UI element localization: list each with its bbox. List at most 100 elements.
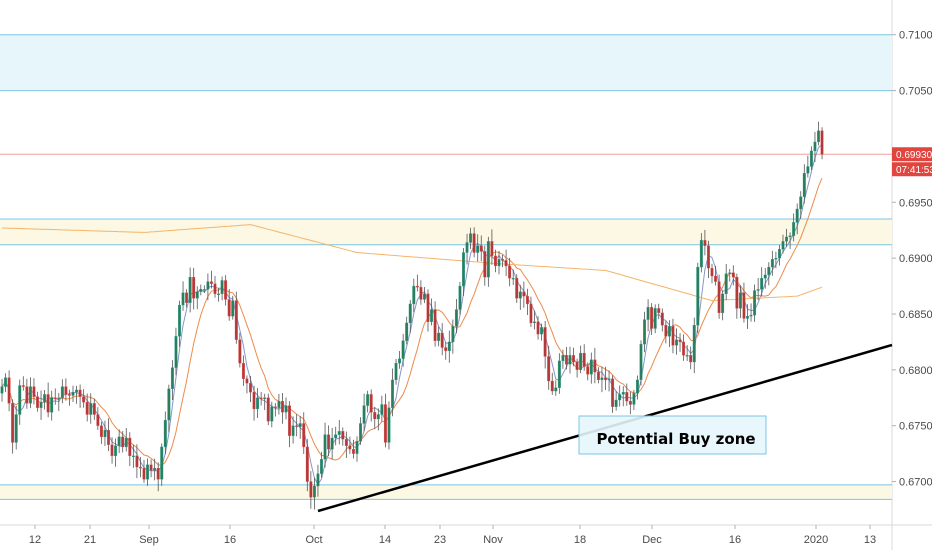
candle-body: [156, 467, 160, 480]
candle-body: [568, 355, 572, 365]
candle-body: [18, 385, 22, 415]
candle-body: [107, 430, 110, 445]
candlesticks: [0, 121, 824, 510]
candle-body: [422, 293, 426, 300]
candle-body: [437, 332, 441, 341]
candle-body: [288, 405, 291, 436]
candle-body: [206, 281, 210, 290]
candle-body: [632, 393, 636, 405]
candle-body: [405, 322, 409, 341]
candle-body: [792, 222, 796, 236]
candle-body: [224, 280, 228, 300]
candle-body: [515, 278, 519, 299]
candle-body: [71, 392, 75, 396]
candle-body: [11, 403, 15, 443]
candle-body: [802, 173, 806, 197]
candle-body: [753, 290, 757, 316]
candle-body: [522, 291, 526, 297]
candle-body: [675, 339, 678, 346]
candle-body: [682, 341, 686, 356]
candle-body: [689, 355, 693, 363]
candle-body: [380, 404, 384, 415]
candle-body: [341, 431, 345, 440]
candle-body: [89, 403, 93, 415]
candle-body: [600, 377, 604, 381]
candle-body: [543, 327, 547, 357]
last-price-label: 0.69930: [896, 150, 932, 161]
candle-body: [14, 414, 18, 443]
candle-body: [462, 252, 465, 287]
candle-body: [806, 166, 810, 174]
candle-body: [209, 281, 213, 284]
candle-body: [217, 293, 220, 296]
candle-body: [639, 343, 643, 381]
candle-body: [43, 394, 47, 403]
candle-body: [394, 362, 398, 381]
time-tick-label: 13: [864, 534, 876, 546]
candle-body: [298, 423, 302, 427]
candle-body: [731, 272, 735, 278]
candle-body: [646, 307, 650, 320]
candle-body: [234, 300, 238, 340]
candle-body: [479, 245, 483, 252]
candle-body: [355, 441, 359, 454]
candle-body: [142, 467, 146, 480]
candle-body: [767, 266, 771, 276]
candle-body: [458, 285, 462, 310]
candle-body: [316, 473, 320, 487]
buy-zone-box[interactable]: [578, 415, 767, 455]
candle-body: [149, 464, 153, 471]
candle-body: [327, 434, 331, 450]
fast-moving-average-line: [1, 144, 823, 486]
candle-body: [451, 326, 455, 343]
candle-body: [351, 449, 355, 454]
candle-body: [707, 245, 710, 269]
bar-countdown-label: 07:41:53: [896, 165, 932, 176]
candle-body: [504, 260, 508, 267]
candle-body: [398, 358, 402, 364]
candle-body: [280, 400, 284, 413]
candle-body: [82, 396, 86, 403]
price-zones: [0, 34, 892, 500]
candle-body: [284, 405, 288, 413]
candle-body: [68, 394, 71, 396]
candle-body: [636, 379, 639, 394]
candle-body: [809, 150, 813, 167]
candle-body: [188, 276, 192, 303]
candle-body: [160, 446, 164, 480]
countdown-badge: [892, 162, 932, 177]
time-tick-label: 18: [574, 534, 586, 546]
candle-body: [721, 293, 725, 314]
candle-body: [540, 327, 544, 335]
candle-body: [238, 339, 242, 364]
candle-body: [202, 289, 206, 291]
candle-body: [408, 303, 412, 324]
candle-body: [518, 291, 522, 299]
candle-body: [153, 467, 157, 471]
candle-body: [653, 308, 657, 329]
candle-body: [213, 283, 217, 295]
candle-body: [724, 273, 728, 295]
moving-averages: [1, 144, 823, 486]
candle-body: [64, 386, 68, 395]
candle-body: [511, 278, 515, 280]
time-tick-label: Oct: [305, 534, 322, 546]
candle-body: [366, 394, 370, 406]
candle-body: [444, 347, 448, 351]
candle-body: [781, 241, 785, 250]
candle-body: [593, 359, 597, 373]
candle-body: [561, 355, 565, 362]
time-axis: 12 21 Sep 16 Oct 14 23 Nov 18 Dec 16 2020 13: [29, 525, 876, 546]
candle-body: [660, 312, 664, 326]
candle-body: [760, 278, 764, 290]
candle-body: [103, 430, 107, 438]
candle-body: [383, 404, 387, 443]
candle-body: [714, 275, 717, 282]
candle-body: [401, 340, 405, 359]
candle-body: [309, 481, 313, 498]
